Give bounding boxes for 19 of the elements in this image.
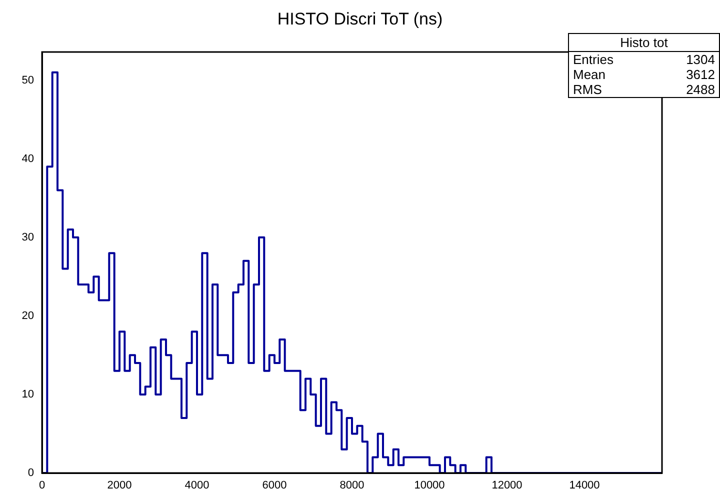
y-tick-label: 40 bbox=[22, 152, 34, 165]
x-tick-label: 12000 bbox=[492, 480, 522, 492]
chart-title: HISTO Discri ToT (ns) bbox=[277, 10, 443, 29]
y-tick-label: 0 bbox=[28, 467, 34, 480]
x-tick-label: 6000 bbox=[262, 480, 287, 492]
x-tick-label: 2000 bbox=[107, 480, 132, 492]
y-tick-label: 20 bbox=[22, 310, 34, 322]
y-tick-label: 50 bbox=[22, 74, 34, 86]
x-tick-label: 8000 bbox=[340, 480, 364, 492]
x-tick-label: 4000 bbox=[184, 480, 210, 492]
x-tick-label: 10000 bbox=[414, 480, 445, 492]
text: Entries 1304 bbox=[573, 52, 715, 67]
x-tick-label: 14000 bbox=[569, 480, 600, 492]
text: Histo tot bbox=[569, 34, 719, 52]
text: Mean 3612 bbox=[573, 67, 715, 82]
x-tick-label: 0 bbox=[38, 480, 46, 492]
y-tick-label: 30 bbox=[22, 231, 34, 244]
y-tick-label: 10 bbox=[22, 388, 34, 400]
text: RMS 2488 bbox=[573, 82, 715, 97]
